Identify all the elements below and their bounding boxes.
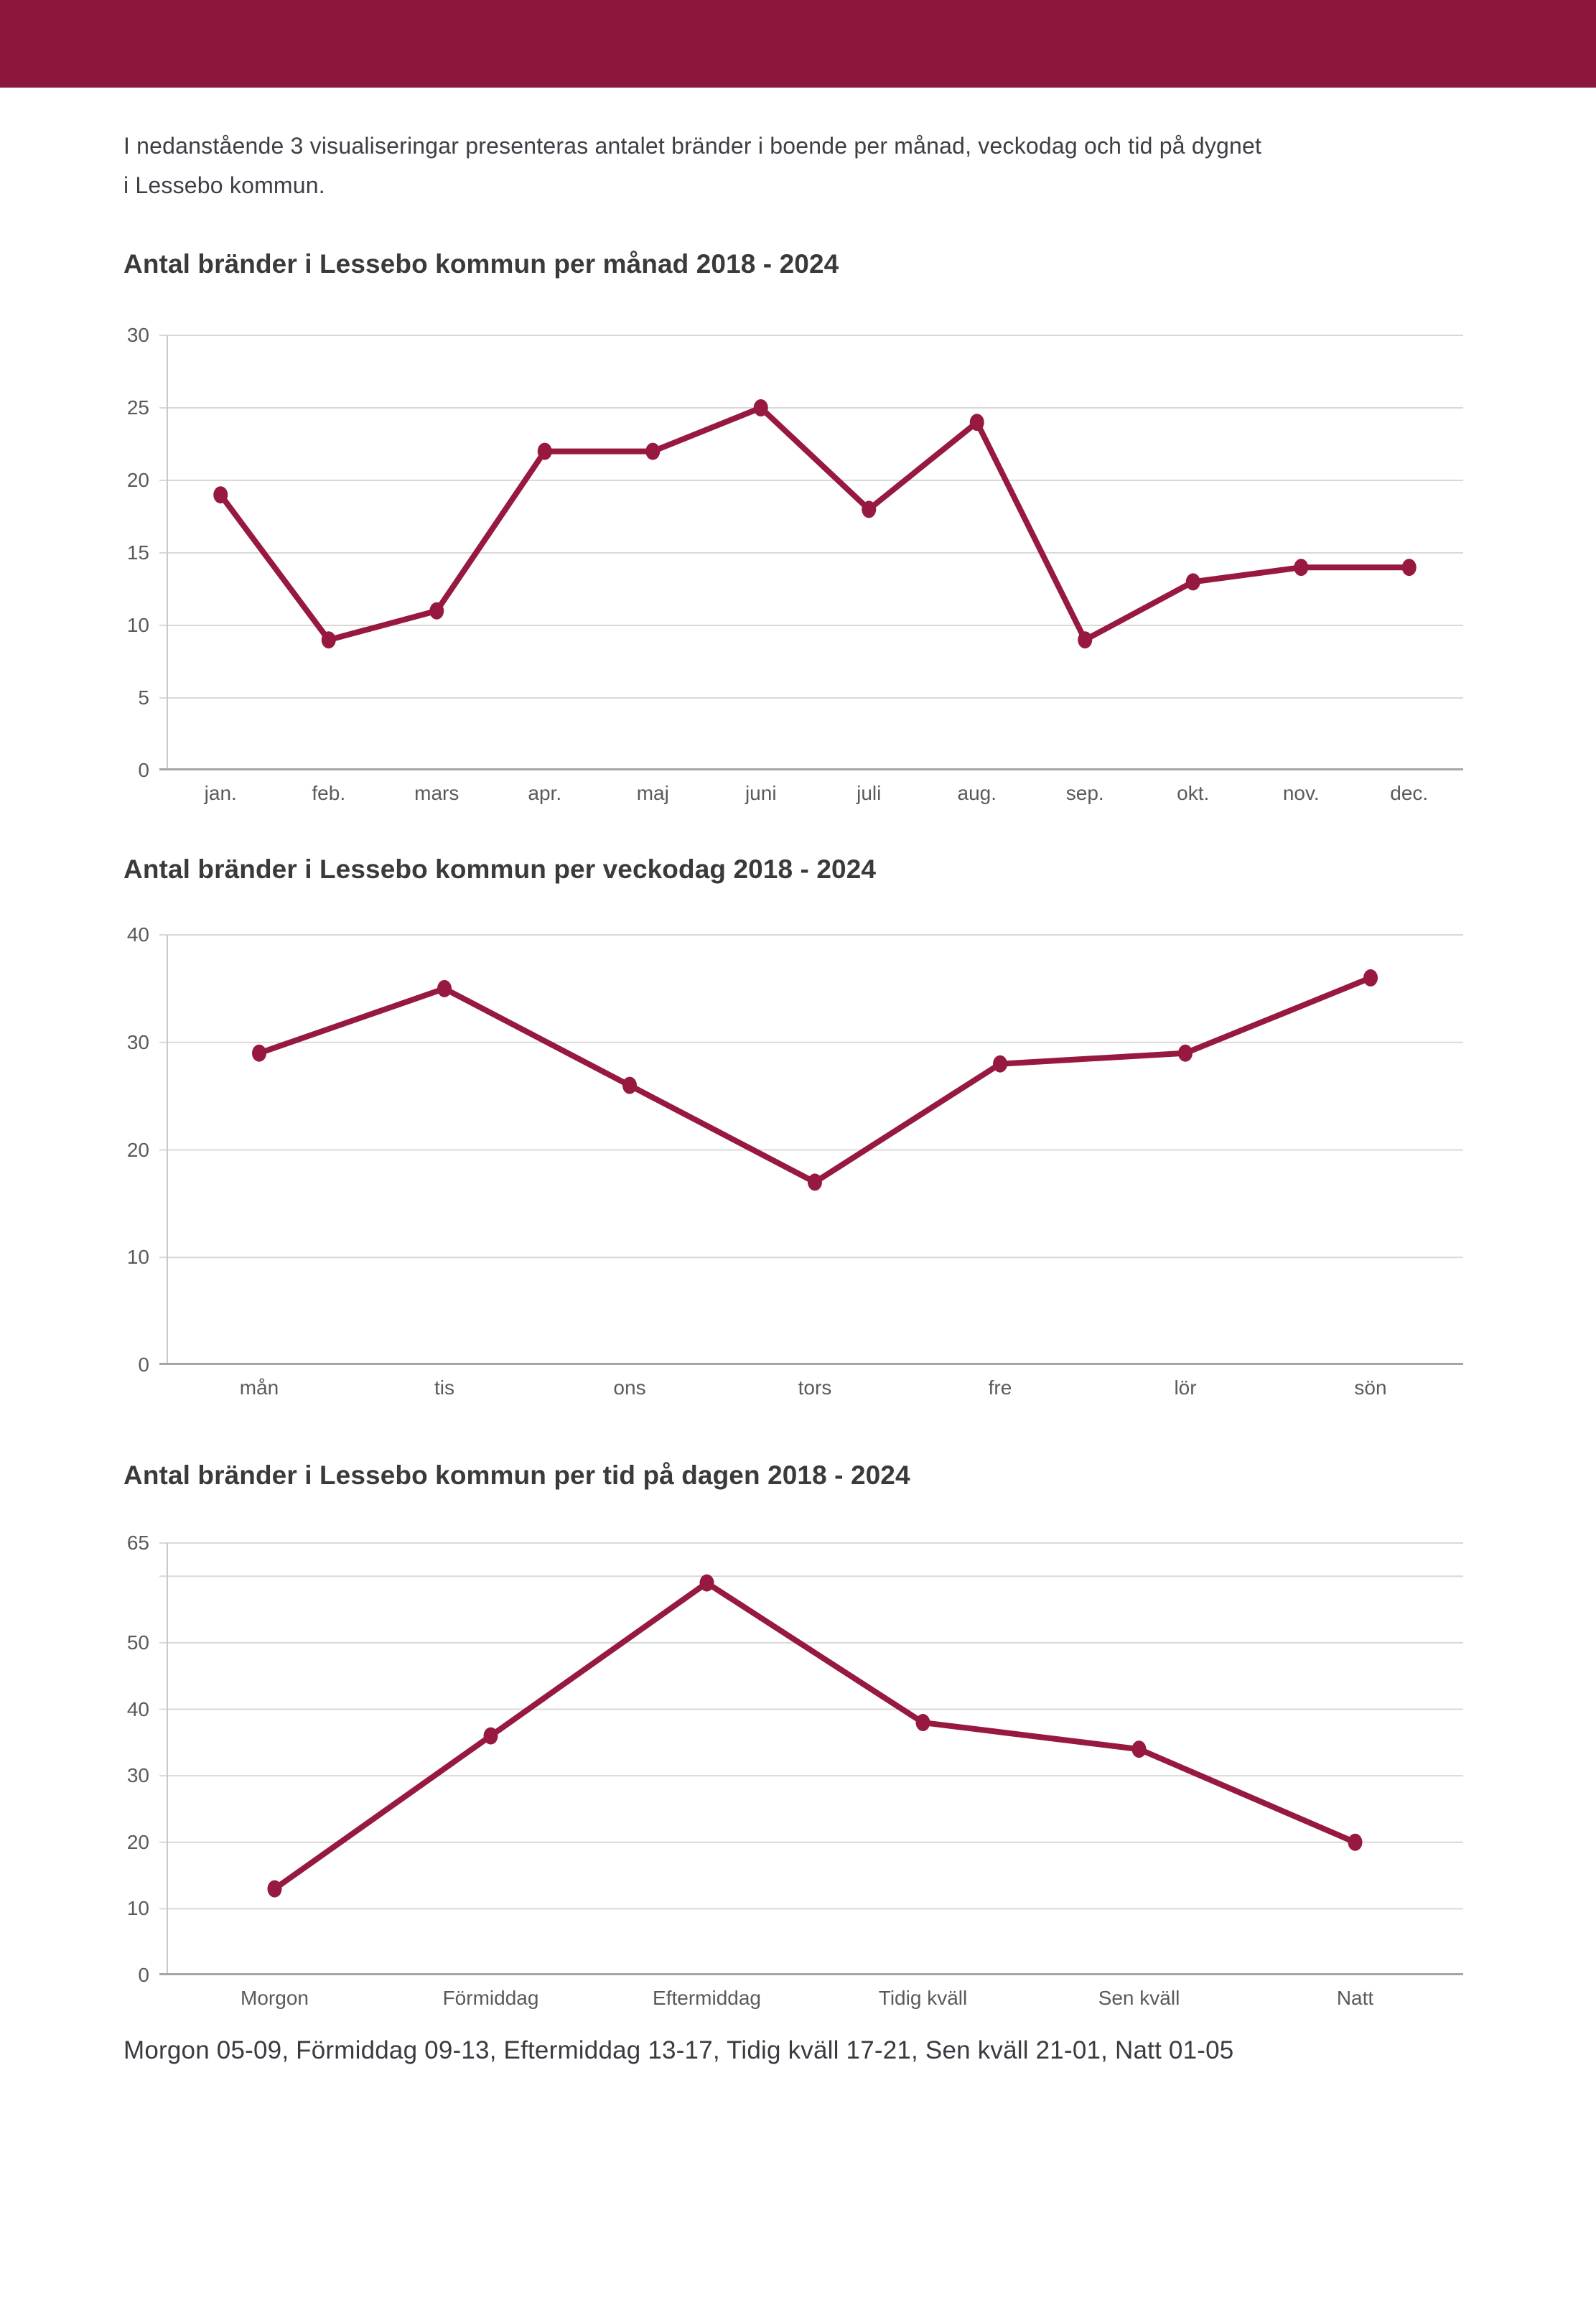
data-point-marker bbox=[267, 1880, 282, 1898]
y-tick-label: 65 bbox=[126, 1532, 149, 1554]
data-point-marker bbox=[252, 1044, 266, 1062]
data-point-marker bbox=[1348, 1833, 1363, 1851]
data-point-marker bbox=[1363, 969, 1378, 987]
x-tick-label: maj bbox=[636, 782, 669, 804]
x-tick-label: juni bbox=[745, 782, 777, 804]
data-point-marker bbox=[321, 631, 336, 649]
data-point-marker bbox=[915, 1714, 930, 1732]
x-tick-label: dec. bbox=[1390, 782, 1429, 804]
x-tick-label: ons bbox=[613, 1376, 646, 1399]
y-tick-label: 10 bbox=[126, 614, 149, 636]
y-tick-label: 40 bbox=[126, 923, 149, 946]
x-tick-label: apr. bbox=[528, 782, 562, 804]
x-tick-label: aug. bbox=[957, 782, 997, 804]
data-point-marker bbox=[1294, 559, 1309, 577]
y-tick-label: 15 bbox=[126, 541, 149, 564]
month-line-chart: 0 5 10 15 20 25 30 jan. feb. mars apr. maj juni juli a… bbox=[127, 324, 1463, 804]
y-tick-label: 5 bbox=[138, 686, 149, 709]
data-point-marker bbox=[537, 442, 552, 460]
x-tick-label: nov. bbox=[1282, 782, 1320, 804]
data-point-marker bbox=[1185, 573, 1200, 591]
x-tick-label: okt. bbox=[1177, 782, 1210, 804]
data-point-marker bbox=[483, 1727, 498, 1745]
data-line bbox=[218, 405, 1412, 643]
data-point-marker bbox=[1178, 1044, 1193, 1062]
data-point-marker bbox=[1401, 559, 1417, 577]
chart-title-month: Antal bränder i Lessebo kommun per månad… bbox=[123, 249, 839, 279]
x-tick-label: mars bbox=[414, 782, 459, 804]
chart-canvas bbox=[159, 934, 1463, 1365]
data-point-marker bbox=[862, 500, 877, 518]
data-line bbox=[271, 1580, 1358, 1892]
x-tick-label: jan. bbox=[204, 782, 237, 804]
chart-title-weekday: Antal bränder i Lessebo kommun per vecko… bbox=[123, 854, 877, 884]
x-tick-label: tors bbox=[798, 1376, 832, 1399]
x-tick-label: Tidig kväll bbox=[878, 1987, 968, 2009]
y-tick-label: 10 bbox=[126, 1246, 149, 1269]
data-point-marker bbox=[969, 414, 984, 432]
x-tick-label: Morgon bbox=[241, 1987, 309, 2009]
x-tick-label: sön bbox=[1354, 1376, 1387, 1399]
data-point-marker bbox=[753, 399, 768, 416]
data-point-marker bbox=[213, 486, 228, 504]
x-tick-label: fre bbox=[988, 1376, 1012, 1399]
data-point-marker bbox=[808, 1173, 822, 1191]
y-tick-label: 30 bbox=[126, 324, 149, 346]
data-point-marker bbox=[429, 602, 444, 620]
x-tick-label: juli bbox=[857, 782, 882, 804]
y-tick-label: 20 bbox=[126, 1138, 149, 1161]
time-interval-legend: Morgon 05-09, Förmiddag 09-13, Eftermidd… bbox=[123, 2036, 1234, 2064]
chart-canvas bbox=[159, 1542, 1463, 1975]
y-tick-label: 40 bbox=[126, 1697, 149, 1720]
data-point-marker bbox=[1131, 1740, 1147, 1758]
y-tick-label: 30 bbox=[126, 1764, 149, 1787]
chart-canvas bbox=[159, 335, 1463, 770]
data-point-marker bbox=[645, 442, 661, 460]
y-tick-label: 20 bbox=[126, 1830, 149, 1853]
y-tick-label: 30 bbox=[126, 1030, 149, 1053]
y-tick-label: 25 bbox=[126, 396, 149, 419]
y-tick-label: 0 bbox=[138, 759, 149, 781]
intro-line-2: i Lessebo kommun. bbox=[123, 172, 325, 198]
y-tick-label: 10 bbox=[126, 1897, 149, 1920]
y-tick-label: 20 bbox=[126, 469, 149, 491]
data-point-marker bbox=[1078, 631, 1093, 649]
y-tick-label: 0 bbox=[138, 1964, 149, 1986]
time-of-day-line-chart: 0 10 20 30 40 50 65 Morgon Förmiddag Eftermiddag T… bbox=[127, 1532, 1463, 2009]
data-point-marker bbox=[699, 1574, 714, 1592]
x-tick-label: Förmiddag bbox=[442, 1987, 539, 2009]
x-tick-label: tis bbox=[434, 1376, 454, 1399]
intro-text: I nedanstående 3 visualiseringar present… bbox=[123, 126, 1459, 205]
data-point-marker bbox=[993, 1055, 1007, 1073]
intro-line-1: I nedanstående 3 visualiseringar present… bbox=[123, 133, 1262, 159]
data-line bbox=[256, 974, 1373, 1185]
chart-title-time-of-day: Antal bränder i Lessebo kommun per tid p… bbox=[123, 1460, 910, 1490]
data-point-marker bbox=[437, 979, 452, 997]
data-point-marker bbox=[622, 1076, 637, 1094]
x-tick-label: feb. bbox=[312, 782, 346, 804]
y-tick-label: 50 bbox=[126, 1631, 149, 1654]
header-bar bbox=[0, 0, 1596, 88]
x-tick-label: Natt bbox=[1336, 1987, 1374, 2009]
x-tick-label: lör bbox=[1174, 1376, 1197, 1399]
y-tick-label: 0 bbox=[138, 1353, 149, 1376]
x-tick-label: mån bbox=[239, 1376, 279, 1399]
x-tick-label: Sen kväll bbox=[1098, 1987, 1180, 2009]
x-tick-label: Eftermiddag bbox=[653, 1987, 761, 2009]
x-tick-label: sep. bbox=[1065, 782, 1104, 804]
weekday-line-chart: 0 10 20 30 40 mån tis ons tors fre lör sön bbox=[127, 923, 1463, 1399]
